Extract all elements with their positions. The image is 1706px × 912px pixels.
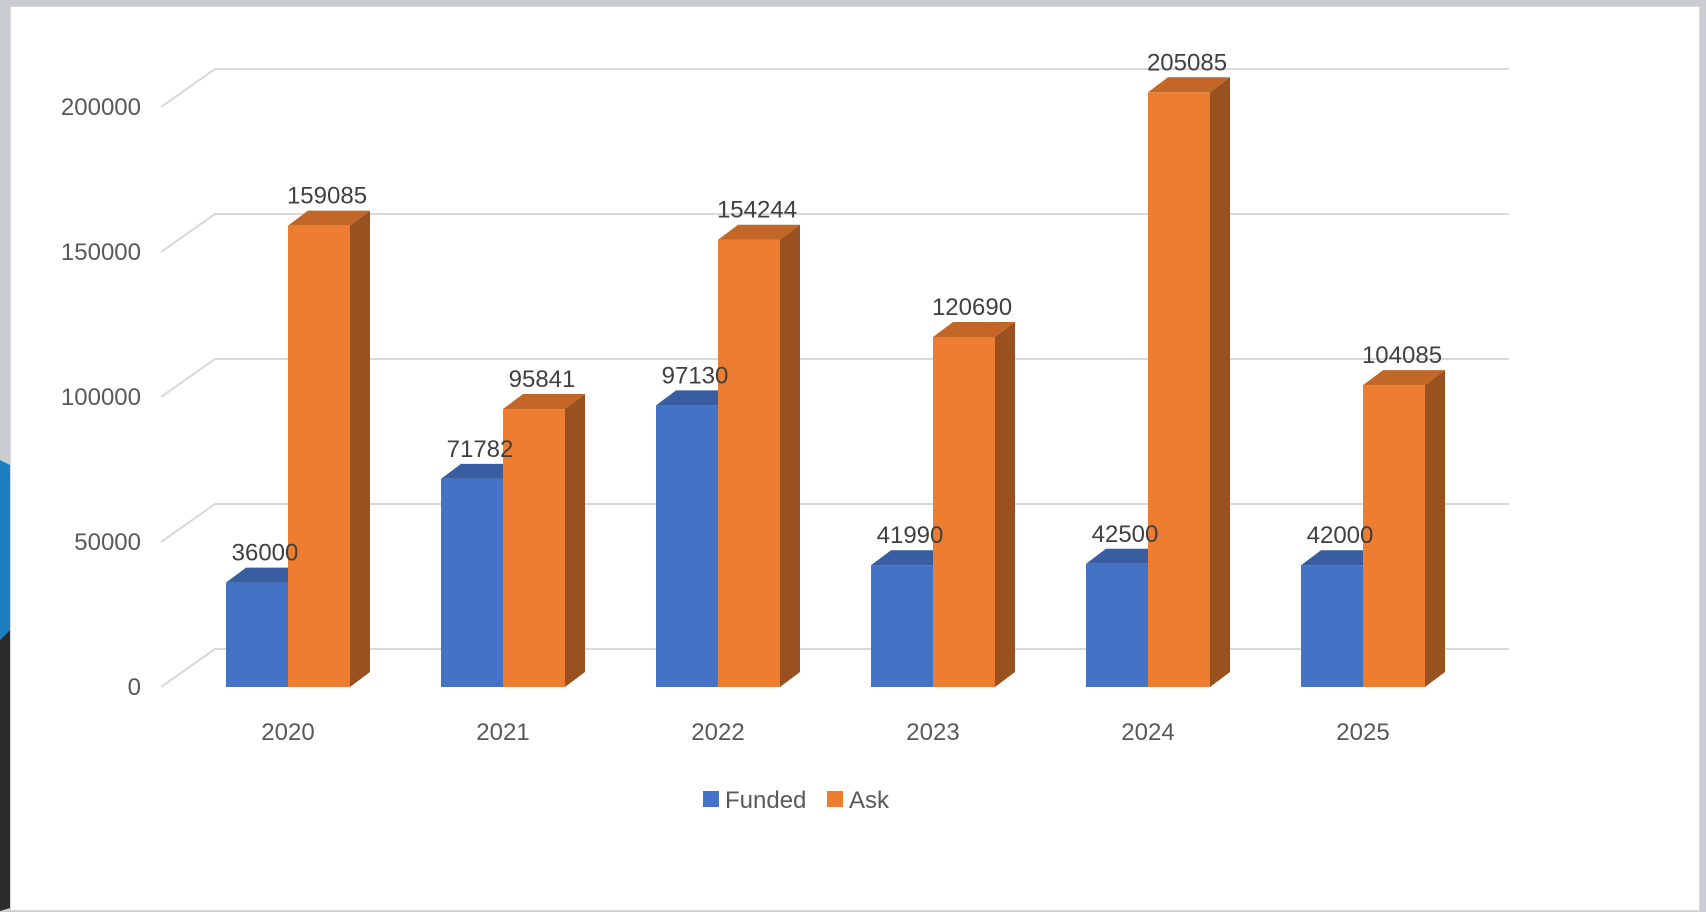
bar-top-ask-2020 [288,210,370,226]
legend-swatch-ask [827,791,843,807]
bar-side-ask-2025 [1425,370,1445,687]
chart-area: 0 50000 100000 150000 200000 36000 159085 7178… [10,6,1700,911]
data-labels: 36000 159085 71782 95841 97130 154244 41990 120… [232,49,1442,566]
bar-top-funded-2020 [226,567,308,583]
gridline [160,68,1509,108]
bar-funded-2025 [1301,565,1363,687]
bar-ask-2021 [503,409,565,687]
bar-top-funded-2023 [871,550,953,566]
legend: Funded Ask [703,787,890,814]
y-tick-label: 150000 [61,239,141,266]
chart-svg: 0 50000 100000 150000 200000 36000 159085 7178… [61,49,1509,814]
bar-side-ask-2022 [780,224,800,688]
bar-side-ask-2023 [995,321,1015,687]
bar-side-ask-2024 [1210,77,1230,688]
bar-ask-2023 [933,336,995,687]
data-label-funded-2025: 42000 [1307,522,1374,549]
x-axis-ticks: 2020 2021 2022 2023 2024 2025 [261,719,1389,746]
bar-top-funded-2021 [441,463,523,479]
bar-ask-2020 [288,225,350,687]
gridline [160,648,1509,688]
bar-top-ask-2022 [718,224,800,240]
data-label-funded-2021: 71782 [447,436,514,463]
bar-top-funded-2025 [1301,550,1383,566]
data-label-funded-2024: 42500 [1092,521,1159,548]
x-tick-label: 2021 [476,719,529,746]
x-tick-label: 2024 [1121,719,1174,746]
y-tick-label: 50000 [74,529,141,556]
bar-top-funded-2024 [1086,548,1168,564]
data-label-funded-2023: 41990 [877,522,944,549]
gridline [160,503,1509,543]
bars [226,77,1445,688]
bar-ask-2022 [718,239,780,688]
bar-ask-2024 [1148,92,1210,688]
legend-label-ask: Ask [849,787,890,814]
y-tick-label: 0 [128,674,141,701]
bar-funded-2021 [441,478,503,687]
y-tick-label: 200000 [61,94,141,121]
data-label-ask-2021: 95841 [509,366,576,393]
x-tick-label: 2023 [906,719,959,746]
bar-side-ask-2021 [565,394,585,687]
bar-funded-2022 [656,405,718,687]
bar-top-funded-2022 [656,390,738,406]
bar-top-ask-2025 [1363,370,1445,386]
bar-funded-2023 [871,565,933,687]
bar-ask-2025 [1363,385,1425,687]
data-label-ask-2023: 120690 [932,294,1012,321]
bar-funded-2020 [226,582,288,687]
data-label-ask-2022: 154244 [717,197,797,224]
x-tick-label: 2022 [691,719,744,746]
bar-top-ask-2021 [503,394,585,410]
bar-side-ask-2020 [350,210,370,687]
gridline [160,213,1509,253]
legend-swatch-funded [703,791,719,807]
gridline [160,358,1509,398]
legend-label-funded: Funded [725,787,806,814]
gridlines [160,68,1509,688]
data-label-ask-2025: 104085 [1362,342,1442,369]
x-tick-label: 2025 [1336,719,1389,746]
data-label-ask-2024: 205085 [1147,49,1227,76]
x-tick-label: 2020 [261,719,314,746]
y-tick-label: 100000 [61,384,141,411]
bar-funded-2024 [1086,563,1148,687]
y-axis-ticks: 0 50000 100000 150000 200000 [61,94,141,701]
data-label-funded-2022: 97130 [662,362,729,389]
bar-top-ask-2023 [933,321,1015,337]
data-label-ask-2020: 159085 [287,183,367,210]
data-label-funded-2020: 36000 [232,540,299,567]
bar-top-ask-2024 [1148,77,1230,93]
